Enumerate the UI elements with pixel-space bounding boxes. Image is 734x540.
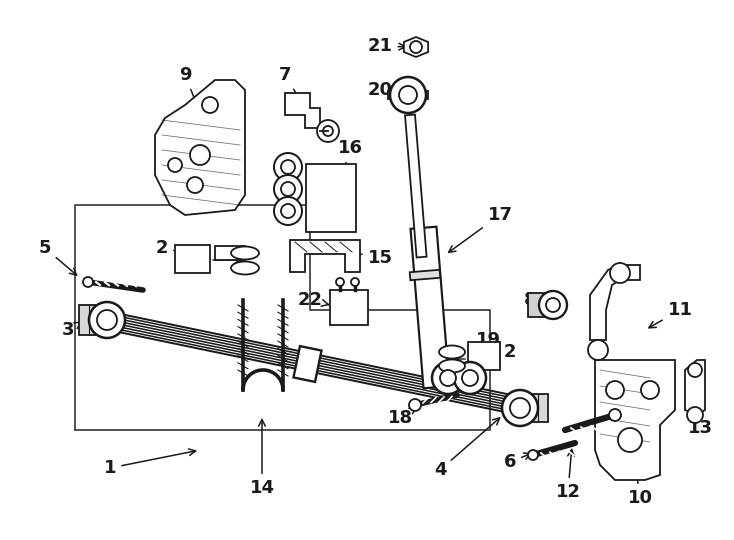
Circle shape: [609, 409, 621, 421]
Circle shape: [390, 77, 426, 113]
Circle shape: [274, 197, 302, 225]
Circle shape: [281, 182, 295, 196]
Circle shape: [83, 277, 93, 287]
Polygon shape: [410, 270, 440, 280]
Text: 20: 20: [368, 81, 404, 99]
Circle shape: [409, 399, 421, 411]
Text: 2: 2: [156, 239, 206, 259]
Circle shape: [97, 310, 117, 330]
Circle shape: [610, 263, 630, 283]
Circle shape: [317, 120, 339, 142]
Circle shape: [89, 302, 125, 338]
Text: 22: 22: [297, 291, 329, 309]
Text: 9: 9: [179, 66, 204, 121]
Ellipse shape: [439, 346, 465, 359]
Polygon shape: [79, 305, 109, 335]
Circle shape: [351, 278, 359, 286]
Text: 8: 8: [523, 291, 548, 309]
Polygon shape: [410, 227, 449, 388]
Polygon shape: [285, 93, 320, 128]
Text: 19: 19: [468, 331, 501, 372]
Circle shape: [588, 340, 608, 360]
Polygon shape: [405, 114, 426, 258]
FancyBboxPatch shape: [468, 342, 500, 370]
Ellipse shape: [439, 360, 465, 373]
FancyBboxPatch shape: [175, 245, 210, 273]
FancyBboxPatch shape: [330, 290, 368, 325]
Polygon shape: [518, 394, 548, 422]
Polygon shape: [388, 91, 428, 99]
Circle shape: [510, 398, 530, 418]
Circle shape: [336, 278, 344, 286]
Circle shape: [454, 362, 486, 394]
Circle shape: [281, 204, 295, 218]
Circle shape: [606, 381, 624, 399]
Text: 10: 10: [628, 467, 653, 507]
Circle shape: [274, 153, 302, 181]
Text: 12: 12: [556, 449, 581, 501]
Text: 21: 21: [368, 37, 405, 55]
Text: 7: 7: [279, 66, 302, 104]
Circle shape: [688, 363, 702, 377]
Polygon shape: [528, 293, 555, 317]
Circle shape: [687, 407, 703, 423]
Circle shape: [539, 291, 567, 319]
Circle shape: [462, 370, 478, 386]
Circle shape: [187, 177, 203, 193]
Circle shape: [432, 362, 464, 394]
Polygon shape: [595, 360, 675, 480]
Circle shape: [281, 160, 295, 174]
Circle shape: [641, 381, 659, 399]
Polygon shape: [590, 265, 640, 340]
Text: 18: 18: [388, 407, 418, 427]
Circle shape: [410, 41, 422, 53]
Text: 3: 3: [62, 321, 81, 339]
Text: 15: 15: [335, 247, 393, 267]
Text: 1: 1: [103, 449, 195, 477]
Text: 13: 13: [688, 400, 713, 437]
Circle shape: [399, 86, 417, 104]
Text: 5: 5: [39, 239, 76, 275]
Polygon shape: [215, 246, 245, 260]
FancyBboxPatch shape: [306, 164, 356, 232]
Polygon shape: [290, 240, 360, 272]
Circle shape: [202, 97, 218, 113]
Text: 6: 6: [504, 453, 531, 471]
Polygon shape: [155, 80, 245, 215]
Circle shape: [190, 145, 210, 165]
Circle shape: [440, 370, 456, 386]
Text: 11: 11: [649, 301, 692, 328]
Polygon shape: [294, 346, 321, 382]
Text: 4: 4: [434, 418, 500, 479]
Circle shape: [274, 175, 302, 203]
Circle shape: [618, 428, 642, 452]
Text: 2: 2: [470, 343, 516, 361]
Polygon shape: [685, 360, 705, 415]
Text: 17: 17: [448, 206, 512, 252]
Circle shape: [168, 158, 182, 172]
Circle shape: [502, 390, 538, 426]
Circle shape: [546, 298, 560, 312]
Circle shape: [528, 450, 538, 460]
Circle shape: [323, 126, 333, 136]
Ellipse shape: [231, 261, 259, 274]
Ellipse shape: [231, 246, 259, 260]
Polygon shape: [404, 37, 428, 57]
Text: 14: 14: [250, 420, 275, 497]
Text: 16: 16: [338, 139, 363, 181]
